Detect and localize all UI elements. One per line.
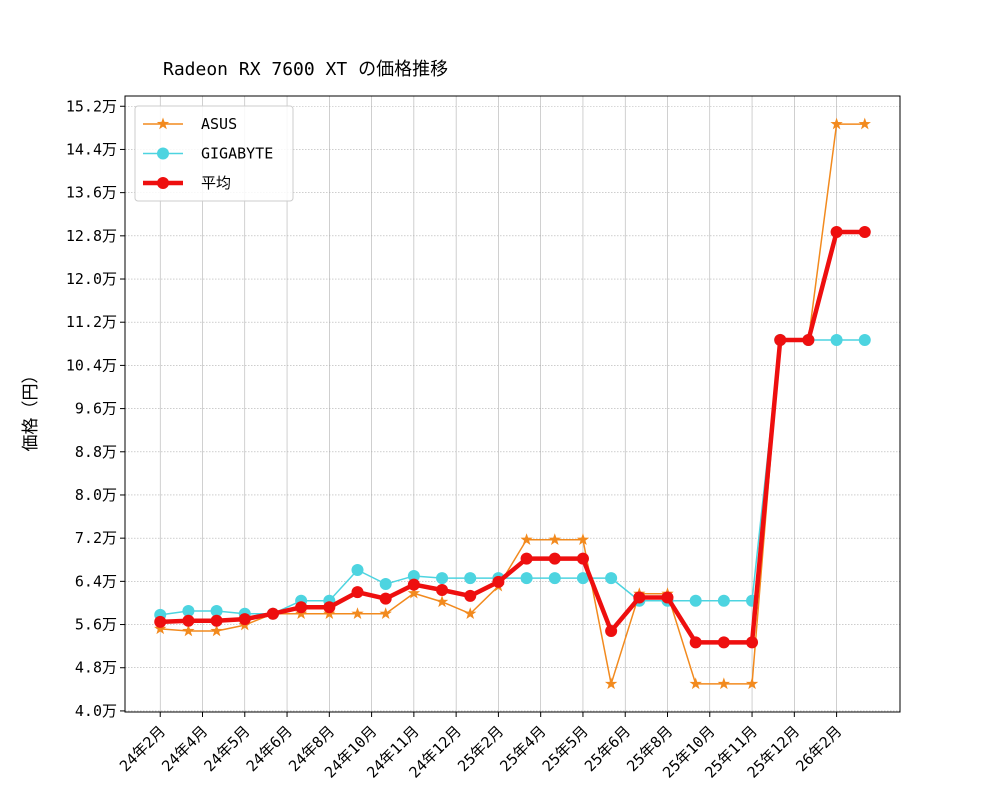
marker [154,622,167,635]
y-tick-label: 10.4万 [66,356,117,374]
marker [464,572,477,585]
marker [210,614,223,627]
series-line [160,229,865,645]
marker [520,533,533,546]
marker [774,334,787,347]
marker [351,607,364,619]
marker [689,677,702,690]
marker [802,334,815,347]
y-tick-label: 8.8万 [75,443,117,461]
y-tick-label: 8.0万 [75,486,117,504]
x-tick-label: 26年2月 [792,722,845,775]
y-tick-label: 7.2万 [75,529,117,547]
marker [548,552,561,565]
y-tick-label: 6.4万 [75,572,117,590]
marker [548,533,561,546]
marker [295,601,308,614]
marker [633,591,646,604]
y-tick-label: 12.8万 [66,227,117,245]
x-tick-label: 24年5月 [201,722,254,775]
x-tick-label: 24年4月 [158,722,211,775]
marker [407,586,421,599]
marker [323,601,336,614]
y-tick-label: 15.2万 [66,97,117,115]
marker [746,636,759,649]
marker [492,575,505,588]
plot-frame [124,95,901,713]
marker [154,615,167,628]
series-line [160,123,865,685]
marker [548,572,561,585]
y-tick-label: 11.2万 [66,313,117,331]
marker [745,677,759,690]
marker [830,334,843,347]
y-tick-label: 14.4万 [66,140,117,158]
marker [717,677,731,690]
marker [351,564,364,577]
x-tick-label: 25年6月 [581,722,634,775]
x-tick-label: 25年2月 [454,722,507,775]
marker [605,625,618,638]
marker [604,677,618,690]
marker [830,226,843,239]
marker [464,607,477,619]
marker [238,613,251,626]
marker [210,624,223,637]
marker [576,533,590,546]
marker [182,624,195,637]
legend-label: ASUS [201,115,237,133]
marker [858,334,871,347]
y-tick-label: 4.0万 [75,702,117,720]
y-tick-label: 4.8万 [75,659,117,677]
marker [351,586,364,599]
legend-marker [157,147,169,160]
x-tick-label: 25年5月 [539,722,592,775]
marker [436,572,449,585]
marker [576,552,589,565]
x-tick-label: 24年6月 [243,722,296,775]
y-tick-label: 5.6万 [75,616,117,634]
legend-marker [156,117,170,130]
marker [379,607,392,619]
marker [182,605,195,618]
marker [605,572,618,585]
marker [661,591,674,604]
x-tick-label: 24年2月 [116,722,169,775]
marker [858,117,871,130]
y-tick-label: 12.0万 [66,270,117,288]
legend-box [134,105,294,202]
legend-marker [157,177,169,189]
marker [576,572,589,585]
y-tick-label: 13.6万 [66,184,117,202]
marker [520,552,533,565]
marker [266,607,279,620]
marker [689,636,702,649]
legend-label: GIGABYTE [201,145,273,163]
marker [379,592,392,605]
marker [210,605,223,618]
y-axis-label: 価格（円） [21,367,41,452]
marker [435,595,449,608]
marker [717,636,730,649]
y-tick-label: 9.6万 [75,400,117,418]
chart-title: Radeon RX 7600 XT の価格推移 [163,59,448,80]
marker [689,594,702,607]
marker [182,614,195,627]
marker [717,594,730,607]
marker [379,578,392,591]
marker [830,117,843,130]
marker [520,572,533,585]
x-tick-label: 25年4月 [496,722,549,775]
marker [407,578,420,591]
legend-label: 平均 [201,174,231,192]
marker [407,569,420,582]
marker [436,583,449,596]
marker [464,589,477,602]
marker [858,226,871,239]
